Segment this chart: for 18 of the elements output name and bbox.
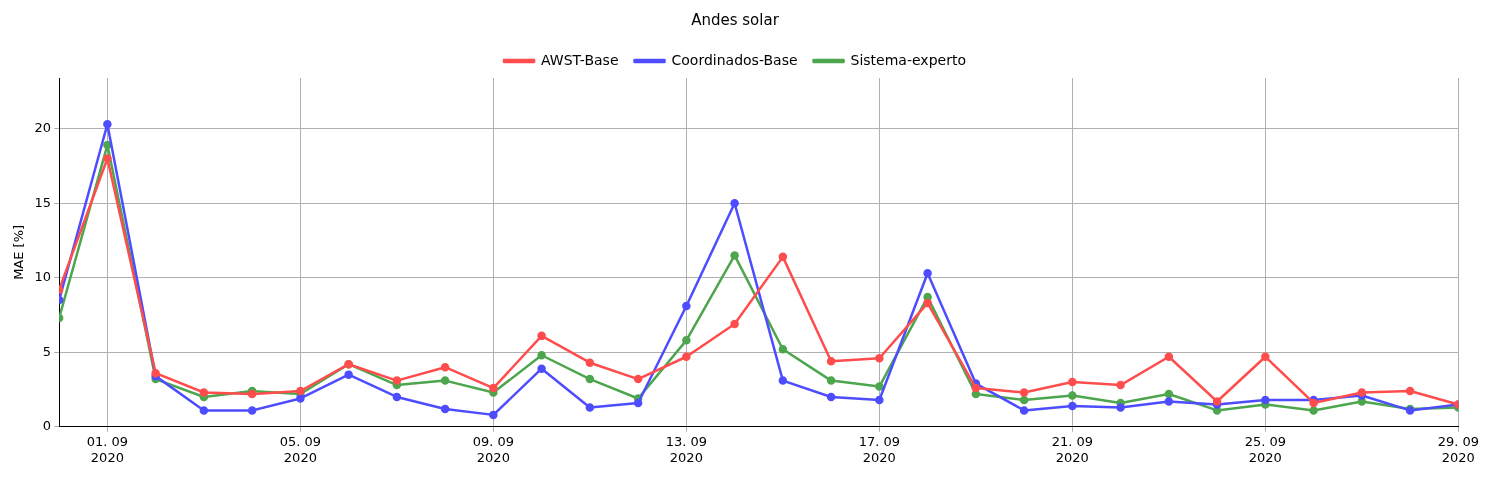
y-tick-label: 20 [34, 120, 52, 136]
x-tick-label: 29. 09 2020 [1437, 433, 1480, 465]
y-tick-label: 10 [34, 269, 52, 285]
x-tick-label: 13. 09 2020 [665, 433, 708, 465]
y-tick-label: 5 [42, 343, 52, 359]
y-axis-title: MAE [%] [11, 224, 27, 280]
legend-label: Sistema-experto [850, 51, 966, 68]
x-tick-label: 25. 09 2020 [1244, 433, 1287, 465]
chart-title: Andes solar [691, 10, 780, 29]
legend-label: Coordinados-Base [671, 51, 798, 68]
x-tick-label: 21. 09 2020 [1051, 433, 1094, 465]
x-tick-label: 01. 09 2020 [86, 433, 129, 465]
x-tick-label: 05. 09 2020 [279, 433, 322, 465]
y-tick-label: 15 [34, 194, 52, 210]
x-tick-label: 17. 09 2020 [858, 433, 901, 465]
x-tick-label: 09. 09 2020 [472, 433, 515, 465]
y-tick-label: 0 [42, 418, 52, 434]
legend-label: AWST-Base [541, 51, 619, 68]
